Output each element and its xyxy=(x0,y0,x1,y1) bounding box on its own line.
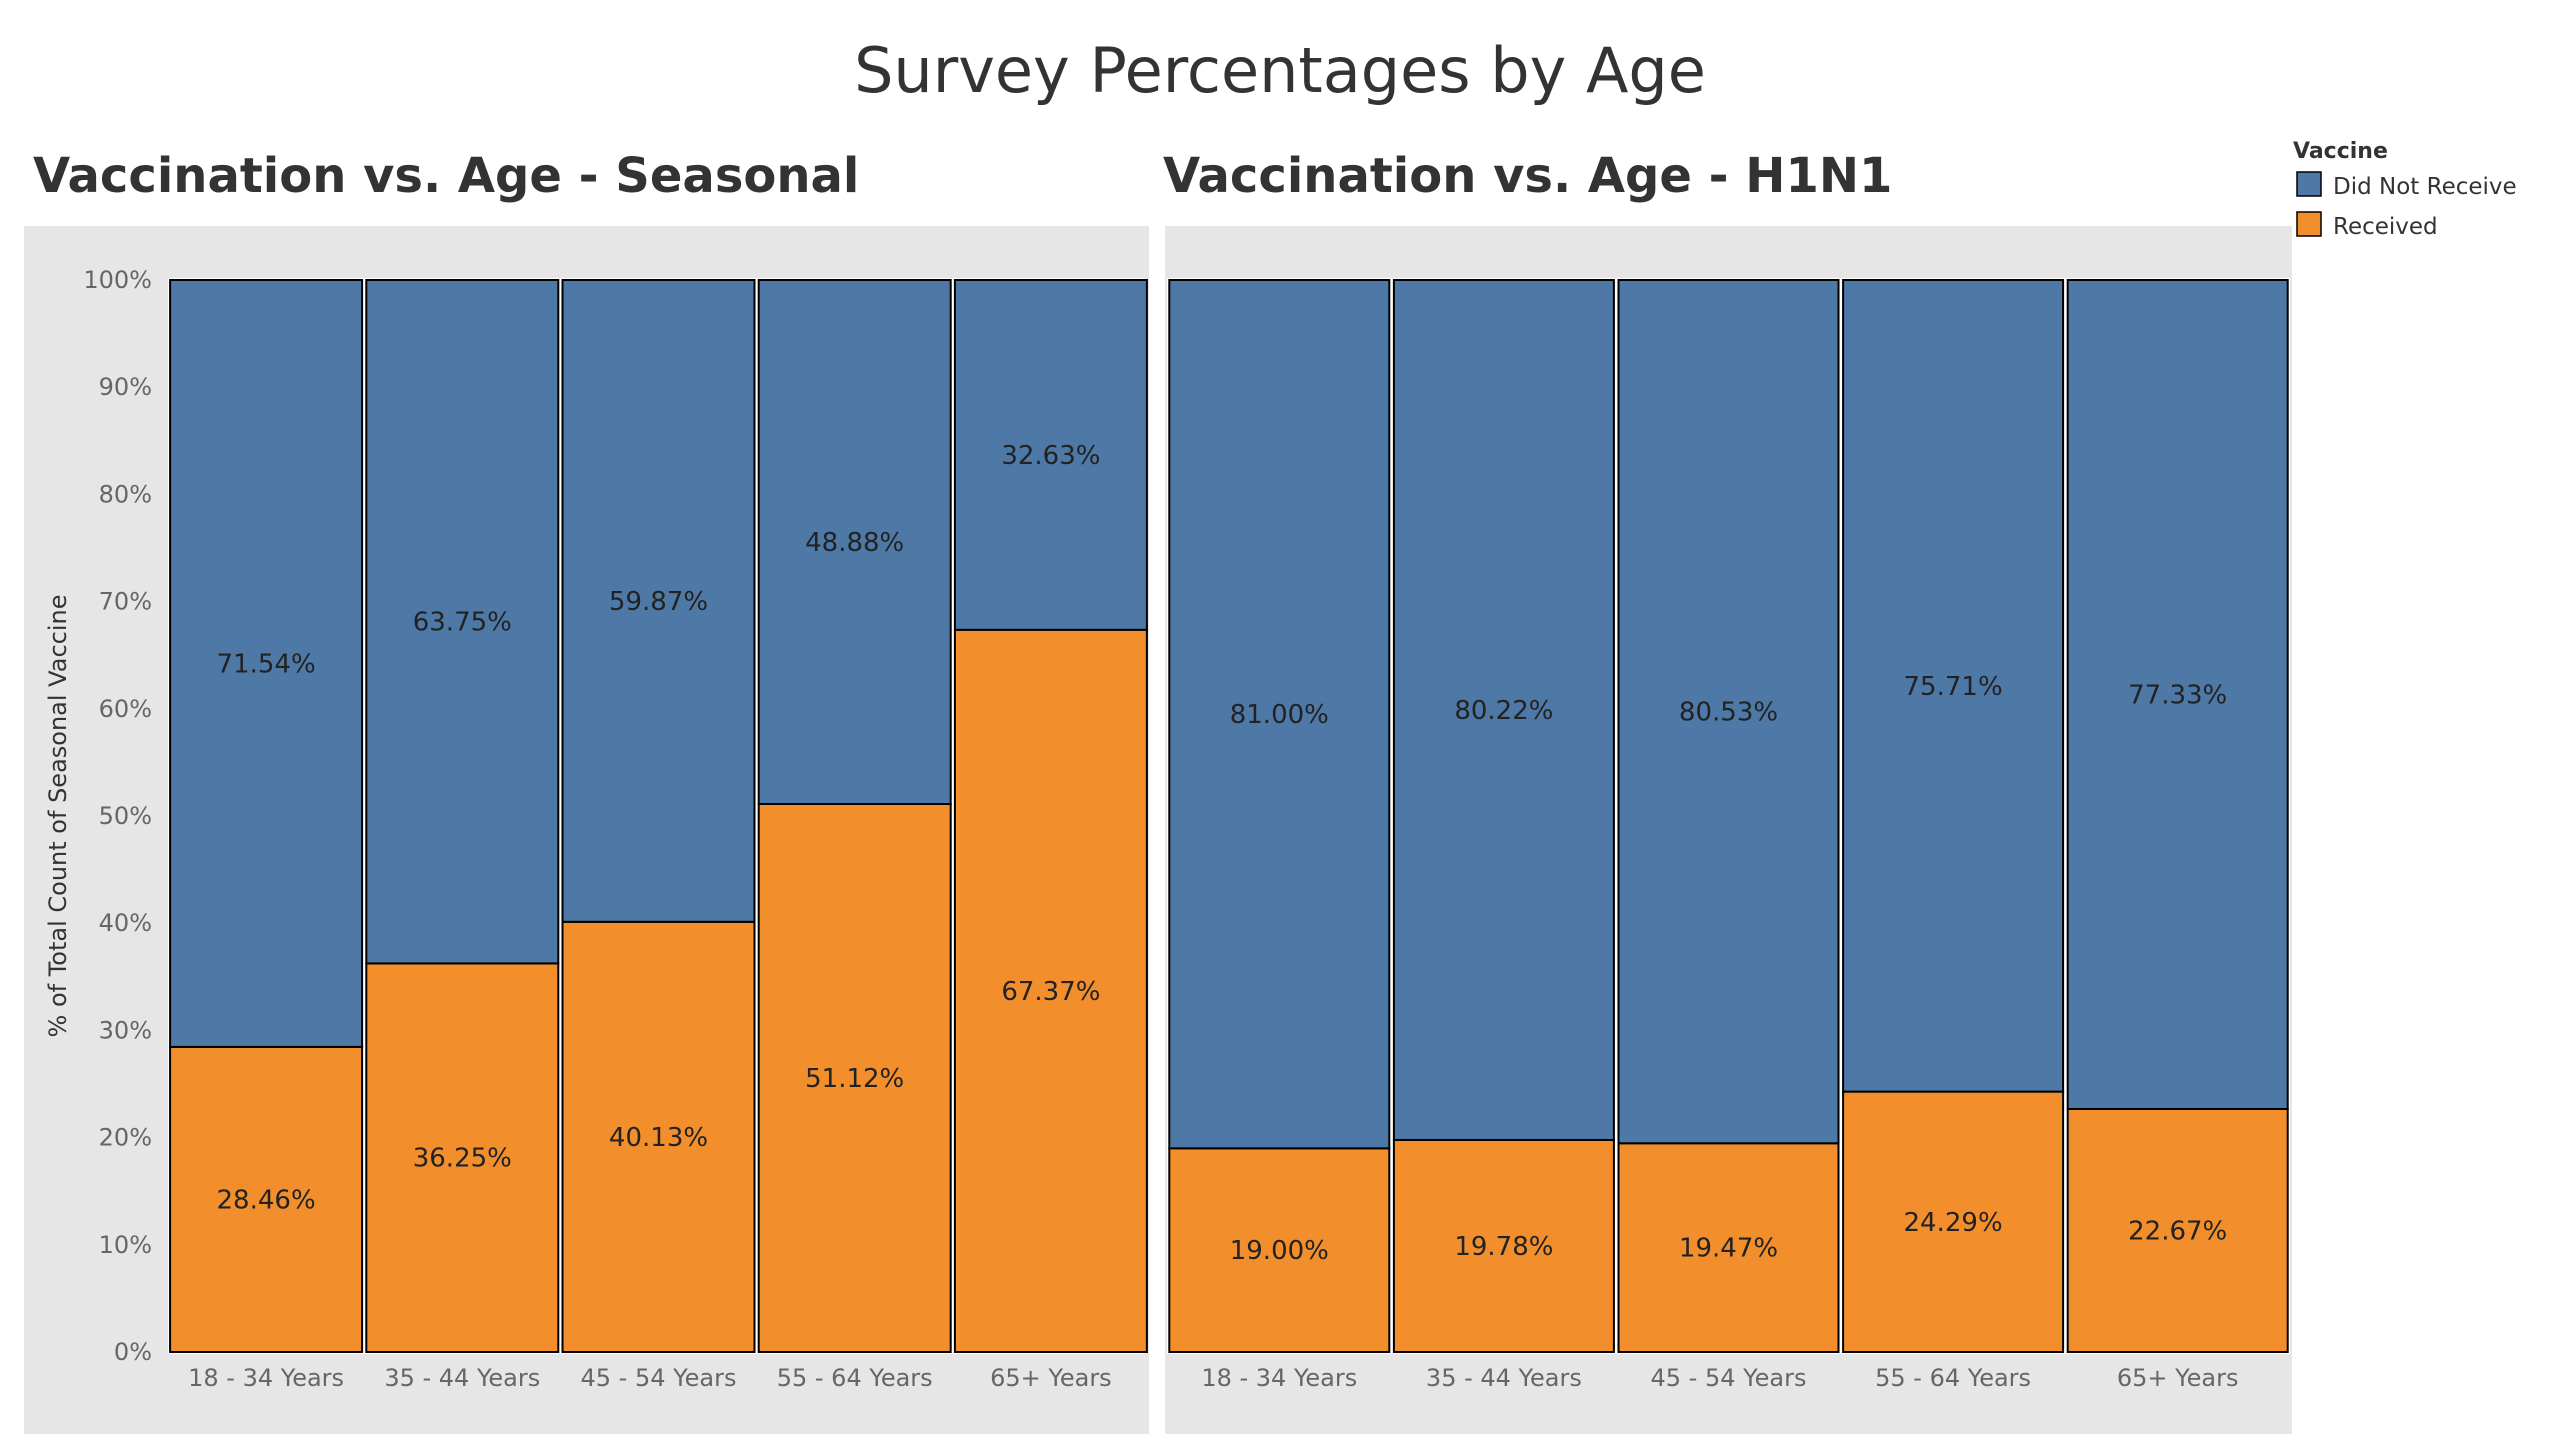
legend-label-did-not-receive[interactable]: Did Not Receive xyxy=(2333,174,2517,200)
bar-h1n1-did-not-receive-55-64-years[interactable] xyxy=(1842,279,2065,1093)
bar-seasonal-did-not-receive-18-34-years[interactable] xyxy=(169,279,364,1048)
chart-title-h1n1: Vaccination vs. Age - H1N1 xyxy=(1163,148,1892,204)
x-tick-label: 55 - 64 Years xyxy=(1875,1364,2031,1392)
bar-h1n1-received-18-34-years[interactable] xyxy=(1168,1147,1391,1353)
bar-seasonal-received-35-44-years[interactable] xyxy=(365,962,560,1354)
dashboard-title: Survey Percentages by Age xyxy=(854,34,1706,107)
bar-h1n1-did-not-receive-65-years[interactable] xyxy=(2066,279,2289,1110)
y-tick-label: 30% xyxy=(99,1016,152,1044)
data-label-h1n1-received: 19.47% xyxy=(1679,1234,1778,1264)
data-label-seasonal-received: 67.37% xyxy=(1001,977,1100,1007)
x-tick-label: 65+ Years xyxy=(2117,1364,2239,1392)
chart-title-seasonal: Vaccination vs. Age - Seasonal xyxy=(33,148,859,204)
data-label-seasonal-received: 36.25% xyxy=(413,1144,512,1174)
bar-seasonal-received-45-54-years[interactable] xyxy=(561,920,756,1353)
bar-h1n1-received-45-54-years[interactable] xyxy=(1617,1142,1840,1354)
x-tick-label: 35 - 44 Years xyxy=(384,1364,540,1392)
bar-seasonal-did-not-receive-65-years[interactable] xyxy=(953,279,1148,631)
y-tick-label: 60% xyxy=(99,695,152,723)
legend-title: Vaccine xyxy=(2293,139,2388,164)
legend-swatch-received[interactable] xyxy=(2296,211,2322,237)
bar-seasonal-did-not-receive-55-64-years[interactable] xyxy=(757,279,952,805)
data-label-h1n1-received: 24.29% xyxy=(1904,1208,2003,1238)
data-label-seasonal-did-not-receive: 48.88% xyxy=(805,528,904,558)
data-label-seasonal-did-not-receive: 63.75% xyxy=(413,608,512,638)
x-tick-label: 18 - 34 Years xyxy=(188,1364,344,1392)
x-tick-label: 45 - 54 Years xyxy=(1651,1364,1807,1392)
bar-h1n1-did-not-receive-45-54-years[interactable] xyxy=(1617,279,1840,1145)
data-label-seasonal-did-not-receive: 32.63% xyxy=(1001,441,1100,471)
data-label-seasonal-did-not-receive: 71.54% xyxy=(217,649,316,679)
data-label-h1n1-did-not-receive: 75.71% xyxy=(1904,672,2003,702)
data-label-h1n1-received: 19.78% xyxy=(1454,1232,1553,1262)
x-tick-label: 18 - 34 Years xyxy=(1201,1364,1357,1392)
data-label-h1n1-received: 22.67% xyxy=(2128,1216,2227,1246)
data-label-h1n1-received: 19.00% xyxy=(1230,1236,1329,1266)
data-label-h1n1-did-not-receive: 81.00% xyxy=(1230,700,1329,730)
legend-label-received[interactable]: Received xyxy=(2333,214,2438,240)
bar-seasonal-received-55-64-years[interactable] xyxy=(757,802,952,1353)
bar-seasonal-did-not-receive-35-44-years[interactable] xyxy=(365,279,560,965)
data-label-seasonal-received: 51.12% xyxy=(805,1064,904,1094)
data-label-seasonal-received: 28.46% xyxy=(217,1185,316,1215)
y-tick-label: 90% xyxy=(99,373,152,401)
x-tick-label: 55 - 64 Years xyxy=(777,1364,933,1392)
bar-h1n1-received-65-years[interactable] xyxy=(2066,1107,2289,1353)
legend-swatch-did-not-receive[interactable] xyxy=(2296,171,2322,197)
y-axis-title: % of Total Count of Seasonal Vaccine xyxy=(44,595,72,1038)
data-label-seasonal-received: 40.13% xyxy=(609,1123,708,1153)
bar-h1n1-received-55-64-years[interactable] xyxy=(1842,1090,2065,1353)
data-label-seasonal-did-not-receive: 59.87% xyxy=(609,587,708,617)
data-label-h1n1-did-not-receive: 80.22% xyxy=(1454,696,1553,726)
y-tick-label: 80% xyxy=(99,480,152,508)
bar-h1n1-did-not-receive-35-44-years[interactable] xyxy=(1392,279,1615,1141)
chart-panel-h1n1: 19.00% 81.00% 18 - 34 Years 19.78% 80.22% 35 … xyxy=(1165,226,2292,1434)
x-tick-label: 45 - 54 Years xyxy=(581,1364,737,1392)
y-tick-label: 0% xyxy=(114,1338,152,1366)
legend: Vaccine Did Not Receive Received xyxy=(2293,139,2517,240)
x-tick-label: 35 - 44 Years xyxy=(1426,1364,1582,1392)
x-tick-label: 65+ Years xyxy=(990,1364,1112,1392)
y-tick-label: 20% xyxy=(99,1124,152,1152)
bar-seasonal-did-not-receive-45-54-years[interactable] xyxy=(561,279,756,923)
bar-h1n1-received-35-44-years[interactable] xyxy=(1392,1138,1615,1353)
chart-panel-seasonal: 0% 10% 20% 30% 40% 50% 60% 70% 80% 90% 100% % of To… xyxy=(24,226,1149,1434)
y-tick-label: 50% xyxy=(99,802,152,830)
y-tick-label: 100% xyxy=(83,266,152,294)
data-label-h1n1-did-not-receive: 80.53% xyxy=(1679,698,1778,728)
y-tick-label: 10% xyxy=(99,1231,152,1259)
bar-h1n1-did-not-receive-18-34-years[interactable] xyxy=(1168,279,1391,1150)
data-label-h1n1-did-not-receive: 77.33% xyxy=(2128,680,2227,710)
y-tick-label: 70% xyxy=(99,588,152,616)
y-tick-label: 40% xyxy=(99,909,152,937)
bar-seasonal-received-65-years[interactable] xyxy=(953,628,1148,1353)
